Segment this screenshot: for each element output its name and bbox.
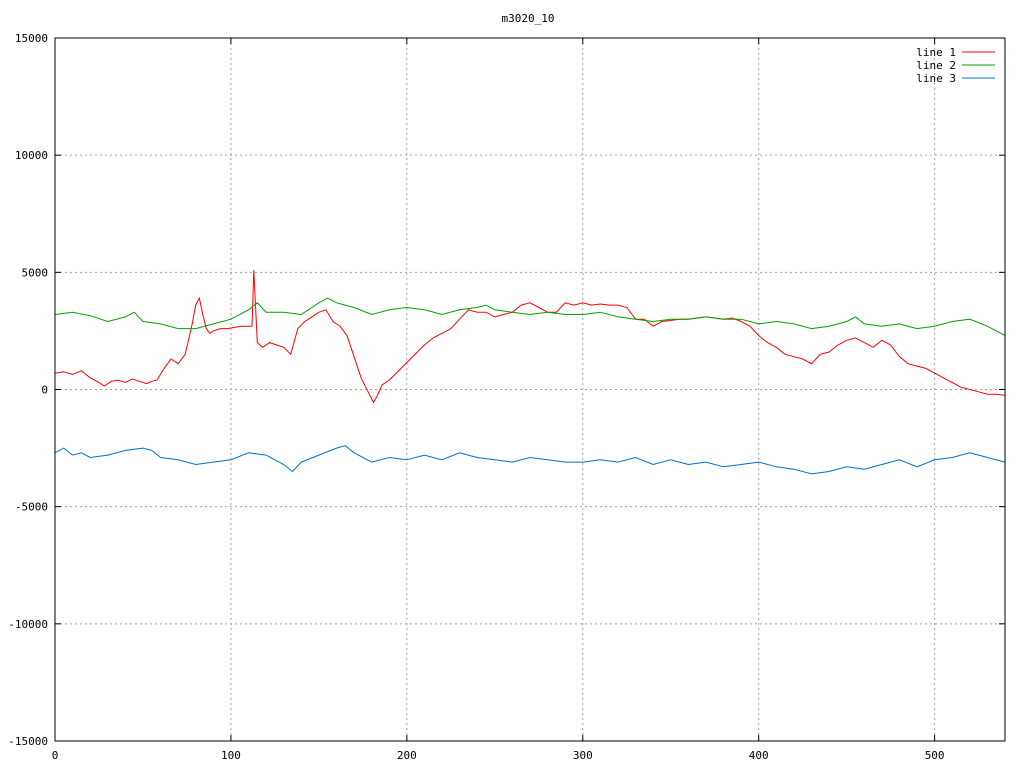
series-line-2	[54, 297, 1006, 337]
x-tick-label: 500	[925, 749, 945, 762]
legend-label: line 2	[916, 59, 956, 72]
legend-label: line 1	[916, 46, 956, 59]
series-layer	[54, 269, 1006, 475]
x-tick-label: 100	[221, 749, 241, 762]
series-line-3	[54, 445, 1006, 475]
grid	[55, 38, 1005, 741]
series-line-1	[54, 269, 1006, 404]
y-tick-label: 15000	[15, 32, 48, 45]
x-tick-label: 300	[573, 749, 593, 762]
x-tick-label: 200	[397, 749, 417, 762]
y-tick-label: -5000	[15, 501, 48, 514]
y-tick-label: 0	[41, 384, 48, 397]
axis-ticks: 0 100 200 300 400 500 -15000 -10000 -5000 0 5000 10…	[8, 32, 1005, 762]
chart-title: m3020_10	[502, 12, 555, 25]
x-tick-label: 0	[52, 749, 59, 762]
y-tick-label: -10000	[8, 618, 48, 631]
y-tick-label: -15000	[8, 735, 48, 748]
legend-label: line 3	[916, 72, 956, 85]
y-tick-label: 10000	[15, 149, 48, 162]
x-tick-label: 400	[749, 749, 769, 762]
y-tick-label: 5000	[22, 266, 49, 279]
